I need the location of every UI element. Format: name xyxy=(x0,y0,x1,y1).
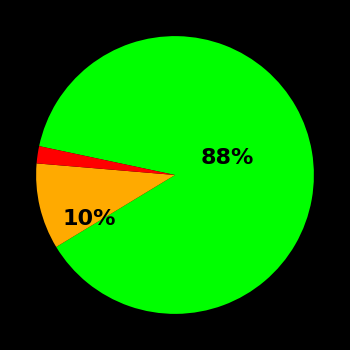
Text: 88%: 88% xyxy=(201,148,254,168)
Wedge shape xyxy=(37,146,175,175)
Wedge shape xyxy=(39,36,314,314)
Wedge shape xyxy=(36,163,175,247)
Text: 10%: 10% xyxy=(62,209,116,230)
